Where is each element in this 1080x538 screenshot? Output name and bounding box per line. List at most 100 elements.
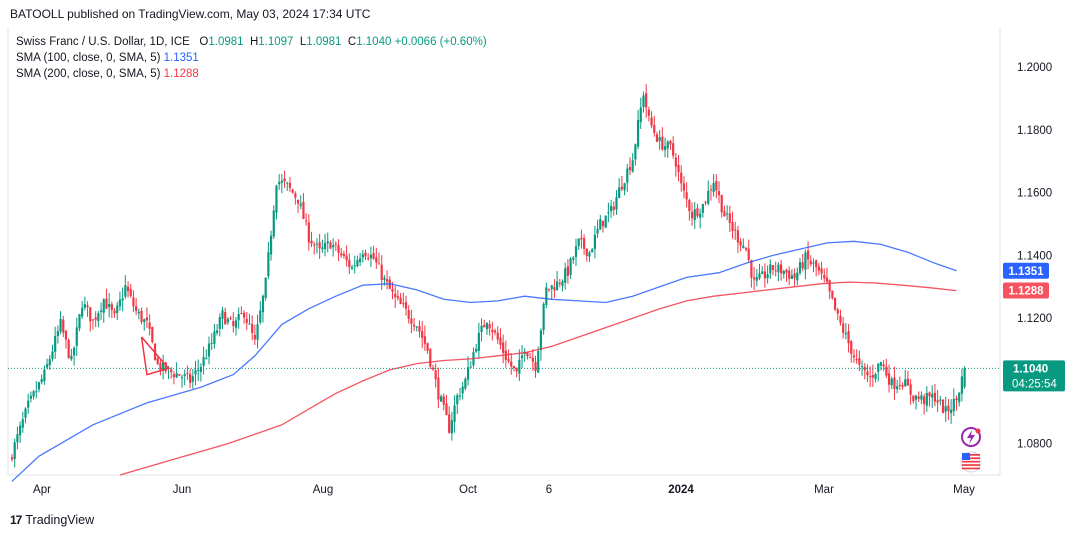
candle-body xyxy=(761,271,764,274)
candle-body xyxy=(774,270,777,272)
candle-body xyxy=(580,237,583,240)
candle-body xyxy=(402,303,405,305)
candle-body xyxy=(615,197,618,210)
candle-body xyxy=(40,379,43,383)
candle-body xyxy=(283,178,286,182)
candle-body xyxy=(75,327,78,346)
candle-body xyxy=(170,369,173,373)
candle-body xyxy=(944,406,947,412)
candle-body xyxy=(650,117,653,126)
candle-body xyxy=(337,245,340,253)
candle-body xyxy=(839,315,842,323)
candle-body xyxy=(885,366,888,376)
candle-body xyxy=(550,285,553,290)
candle-body xyxy=(963,368,966,387)
candle-body xyxy=(685,192,688,200)
flag-canton xyxy=(962,453,970,460)
candle-body xyxy=(793,273,796,279)
candle-body xyxy=(415,326,418,328)
price-tick-label: 1.1400 xyxy=(1017,250,1052,262)
candle-body xyxy=(844,333,847,335)
candle-body xyxy=(315,243,319,245)
time-tick-label: Apr xyxy=(33,484,51,496)
candle-body xyxy=(896,386,899,390)
candle-body xyxy=(251,324,254,334)
candle-body xyxy=(323,243,327,250)
candle-body xyxy=(151,326,154,343)
candle-body xyxy=(221,310,224,319)
candle-body xyxy=(334,243,337,245)
candle-body xyxy=(623,183,626,191)
candle-body xyxy=(952,398,955,412)
candle-body xyxy=(197,369,200,371)
candle-body xyxy=(593,234,596,249)
candle-body xyxy=(78,314,81,329)
ohlc-change: +0.0066 (+0.60%) xyxy=(394,36,487,48)
candle-body xyxy=(450,420,453,434)
last-price-tag-bg xyxy=(1003,360,1065,392)
candle-body xyxy=(634,144,637,160)
candle-body xyxy=(162,362,165,371)
time-tick-label: 2024 xyxy=(668,484,694,496)
candle-body xyxy=(596,228,599,234)
candle-body xyxy=(242,312,246,318)
candle-body xyxy=(340,253,343,256)
candle-body xyxy=(604,215,607,228)
candle-body xyxy=(677,165,680,172)
candle-body xyxy=(412,324,416,327)
candle-body xyxy=(782,271,785,275)
candle-body xyxy=(699,213,702,218)
candle-body xyxy=(116,305,119,314)
price-tick-label: 1.1600 xyxy=(1017,188,1052,200)
candle-body xyxy=(264,277,267,298)
candle-body xyxy=(218,317,221,329)
candle-body xyxy=(359,258,362,263)
candle-body xyxy=(798,262,802,273)
candle-body xyxy=(887,373,891,385)
candle-body xyxy=(912,395,915,402)
sma100-row[interactable]: SMA (100, close, 0, SMA, 5) 1.1351 xyxy=(16,50,487,66)
candle-body xyxy=(464,378,467,389)
sma200-row[interactable]: SMA (200, close, 0, SMA, 5) 1.1288 xyxy=(16,66,487,82)
candle-body xyxy=(715,181,718,191)
candle-body xyxy=(477,332,480,351)
candle-body xyxy=(329,242,332,249)
wedge-drawing[interactable] xyxy=(140,336,170,376)
candle-body xyxy=(307,222,310,243)
candle-body xyxy=(375,257,378,263)
candle-body xyxy=(421,330,424,338)
brand-name: TradingView xyxy=(25,513,95,527)
candle-body xyxy=(407,310,410,319)
candle-body xyxy=(860,365,864,367)
candle-body xyxy=(496,332,499,340)
candle-body xyxy=(510,361,513,367)
candle-body xyxy=(145,317,149,321)
candle-body xyxy=(874,373,877,379)
candle-body xyxy=(81,307,84,317)
candle-body xyxy=(10,457,14,460)
candle-body xyxy=(669,140,672,145)
candle-body xyxy=(72,347,76,356)
sma200-label: SMA (200, close, 0, SMA, 5) xyxy=(16,68,161,80)
candle-body xyxy=(626,168,629,183)
candle-body xyxy=(461,386,464,394)
symbol-row: Swiss Franc / U.S. Dollar, 1D, ICE O1.09… xyxy=(16,34,487,50)
price-tick-label: 1.2000 xyxy=(1017,62,1052,74)
candle-body xyxy=(831,290,834,299)
candle-body xyxy=(682,183,686,191)
candle-body xyxy=(785,269,788,273)
candle-body xyxy=(636,119,640,147)
candle-body xyxy=(825,277,829,282)
candle-body xyxy=(731,222,734,231)
candle-body xyxy=(51,351,54,359)
candle-body xyxy=(855,359,858,361)
flag-stripe xyxy=(962,464,980,466)
candle-body xyxy=(758,273,761,279)
candle-body xyxy=(453,405,456,422)
candle-body xyxy=(817,266,820,271)
candle-body xyxy=(588,252,591,257)
candle-body xyxy=(612,206,615,210)
candle-body xyxy=(434,370,437,380)
candle-body xyxy=(923,396,926,404)
